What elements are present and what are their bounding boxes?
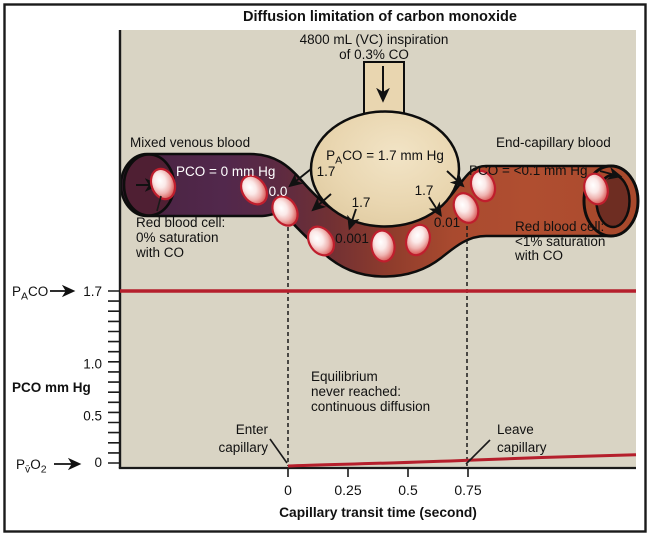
diffusion-rate-label: 1.7 <box>415 183 434 198</box>
paco-axis-label: PACO <box>12 284 48 303</box>
arterial-rbc-note-line2: <1% saturation <box>515 234 605 249</box>
x-axis-ticks <box>287 468 469 477</box>
pvo2-axis-label: Pv̄O2 <box>16 457 47 476</box>
leave-pco-value: 0.01 <box>434 215 460 230</box>
venous-pco-label: PCO = 0 mm Hg <box>176 164 275 179</box>
equilibrium-note-line1: Equilibrium <box>311 369 378 384</box>
red-blood-cell <box>370 229 396 263</box>
red-blood-cell <box>404 223 432 257</box>
enter-leader-line <box>269 438 288 464</box>
red-blood-cell <box>583 172 609 206</box>
venous-rbc-note-line1: Red blood cell: <box>136 215 225 230</box>
diffusion-arrows <box>288 168 465 231</box>
diffusion-arrow-icon <box>311 193 332 212</box>
inspiration-label-line2: of 0.3% CO <box>339 47 409 62</box>
leave-annotation-line1: Leave <box>497 422 534 437</box>
end-capillary-label: End-capillary blood <box>496 135 611 150</box>
red-blood-cell <box>239 174 269 206</box>
leave-annotation-line2: capillary <box>497 440 547 455</box>
rbc-pointer-line <box>156 195 162 212</box>
venous-rbc-note-line3: with CO <box>135 245 184 260</box>
leave-leader-line <box>465 439 491 465</box>
diffusion-arrow-icon <box>428 196 442 217</box>
diffusion-rate-label: 1.7 <box>317 164 336 179</box>
y-tick-label-0: 0 <box>94 455 102 470</box>
arterial-pco-arrow-icon <box>599 166 623 180</box>
y-tick-label-05: 0.5 <box>83 409 102 424</box>
alveolar-pco-label: PACO = 1.7 mm Hg <box>326 148 444 167</box>
red-blood-cells <box>149 167 609 263</box>
mixed-venous-label: Mixed venous blood <box>130 135 250 150</box>
venous-rbc-note-line2: 0% saturation <box>136 230 219 245</box>
y-axis-title: PCO mm Hg <box>12 380 91 395</box>
inspiration-label-line1: 4800 mL (VC) inspiration <box>300 32 449 47</box>
figure-title: Diffusion limitation of carbon monoxide <box>243 9 517 25</box>
red-blood-cell <box>271 195 299 227</box>
arterial-pco-label: PCO = <0.1 mm Hg <box>469 163 588 178</box>
y-axis-ticks <box>108 290 120 464</box>
red-blood-cell <box>452 192 480 224</box>
x-tick-label-025: 0.25 <box>334 482 361 498</box>
diffusion-arrow-icon <box>288 168 312 188</box>
red-blood-cell <box>306 225 336 257</box>
equilibrium-note-line3: continuous diffusion <box>311 399 430 414</box>
diffusion-arrow-icon <box>347 208 360 231</box>
arterial-rbc-note-line1: Red blood cell: <box>515 219 604 234</box>
x-tick-label-05: 0.5 <box>398 482 418 498</box>
arterial-rbc-note-line3: with CO <box>514 248 563 263</box>
x-tick-label-0: 0 <box>284 482 292 498</box>
y-tick-label-10: 1.0 <box>83 357 102 372</box>
enter-annotation-line1: Enter <box>236 422 269 437</box>
diffusion-rate-label: 1.7 <box>352 195 371 210</box>
enter-annotation-line2: capillary <box>218 440 268 455</box>
diffusion-arrow-icon <box>446 170 465 188</box>
equilibrium-note-line2: never reached: <box>311 384 401 399</box>
x-tick-label-075: 0.75 <box>454 482 481 498</box>
red-blood-cell <box>149 167 177 201</box>
y-tick-label-17: 1.7 <box>83 284 102 299</box>
red-blood-cell <box>469 169 497 203</box>
enter-pco-value: 0.0 <box>269 184 288 199</box>
capillary-pco-curve <box>287 453 637 468</box>
mid-pco-value: 0.001 <box>335 231 369 246</box>
x-axis-title: Capillary transit time (second) <box>279 505 477 520</box>
